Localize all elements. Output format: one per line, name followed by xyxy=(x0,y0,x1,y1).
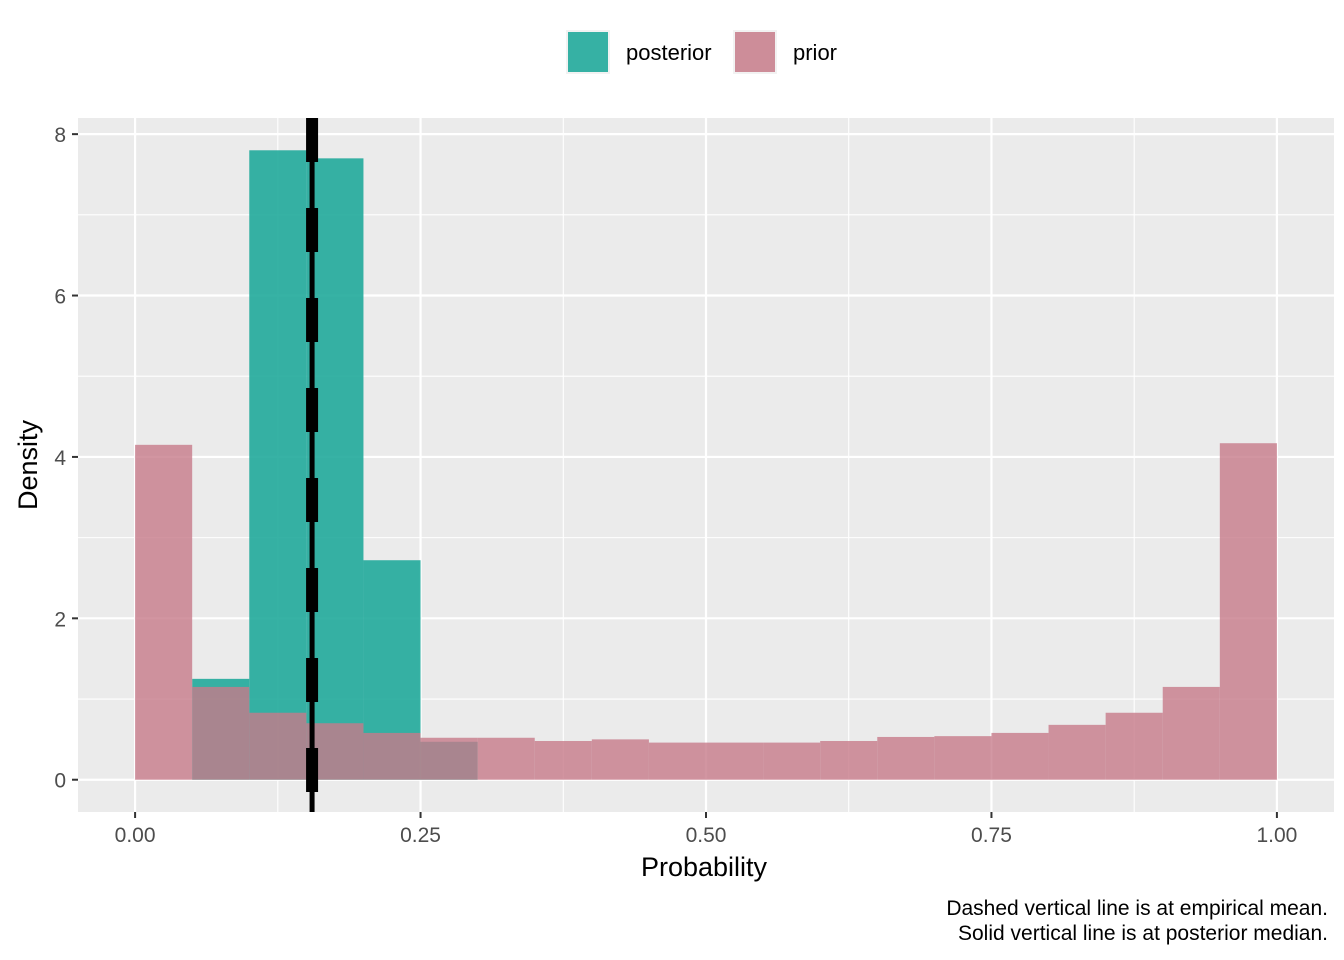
legend-swatch-posterior xyxy=(568,32,608,72)
bar-prior xyxy=(249,712,307,780)
y-tick-label: 2 xyxy=(54,608,66,631)
bar-prior xyxy=(591,739,649,780)
x-tick-label: 0.75 xyxy=(971,824,1012,847)
bar-prior xyxy=(1162,686,1220,780)
bar-prior xyxy=(934,736,992,780)
x-axis-title: Probability xyxy=(641,852,768,882)
bar-prior xyxy=(420,737,478,780)
bar-prior xyxy=(1048,724,1106,780)
legend-label-posterior: posterior xyxy=(626,40,712,65)
bar-prior xyxy=(1219,443,1277,780)
bar-prior xyxy=(706,742,764,780)
legend: posterior prior xyxy=(566,30,837,74)
x-tick-label: 0.50 xyxy=(686,824,727,847)
x-tick-label: 0.00 xyxy=(115,824,156,847)
y-axis-title: Density xyxy=(13,419,43,510)
bar-prior xyxy=(648,742,706,780)
histogram-bars xyxy=(135,150,1277,780)
bar-prior xyxy=(877,736,935,780)
x-tick-label: 0.25 xyxy=(400,824,441,847)
bar-prior xyxy=(763,742,821,780)
bar-prior xyxy=(820,740,878,780)
bar-prior xyxy=(135,444,193,780)
bar-prior xyxy=(192,686,250,780)
x-axis: 0.00 0.25 0.50 0.75 1.00 xyxy=(115,812,1297,847)
caption-line-2: Solid vertical line is at posterior medi… xyxy=(958,922,1328,945)
bar-prior xyxy=(477,737,535,780)
bar-prior xyxy=(991,732,1049,780)
bar-posterior xyxy=(249,150,307,780)
y-tick-label: 4 xyxy=(54,447,66,470)
caption-line-1: Dashed vertical line is at empirical mea… xyxy=(946,897,1328,920)
bar-prior xyxy=(363,732,421,780)
legend-swatch-prior xyxy=(735,32,775,72)
x-tick-label: 1.00 xyxy=(1256,824,1297,847)
bar-prior xyxy=(1105,712,1163,780)
y-tick-label: 0 xyxy=(54,770,66,793)
legend-label-prior: prior xyxy=(793,40,837,65)
y-axis: 0 2 4 6 8 xyxy=(54,124,78,793)
y-tick-label: 6 xyxy=(54,286,66,309)
bar-prior xyxy=(534,740,592,780)
y-tick-label: 8 xyxy=(54,124,66,147)
